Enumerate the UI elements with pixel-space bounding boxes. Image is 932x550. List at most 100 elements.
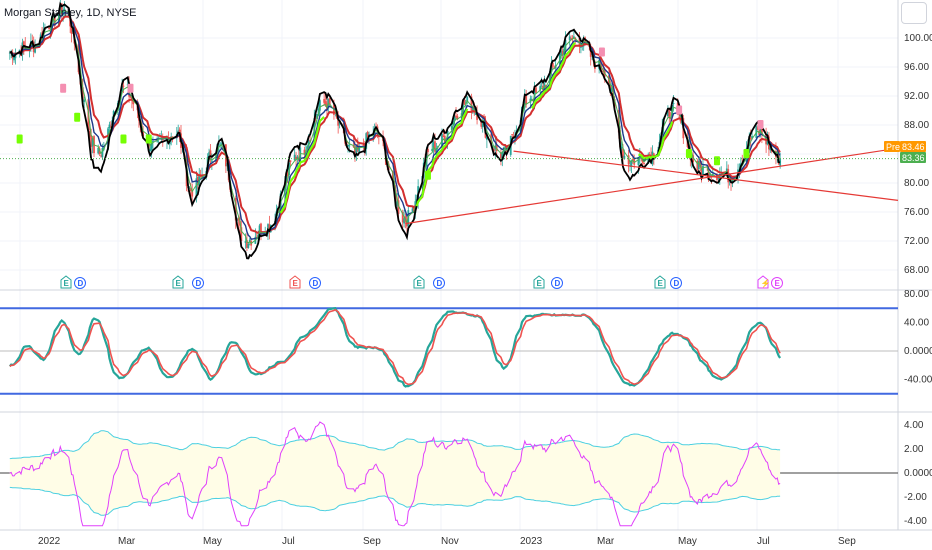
price-tick-label: 92.00: [904, 91, 929, 102]
candle-body: [209, 150, 212, 160]
osc-tick-label: 0.0000: [904, 346, 932, 357]
candle-body: [403, 218, 405, 224]
candle-body: [514, 138, 516, 140]
trend-lines: [405, 147, 899, 225]
sell-signal: [598, 47, 605, 57]
buy-signal: [145, 134, 152, 144]
osc-tick-label: -40.00: [904, 375, 932, 386]
support-trend-line: [405, 147, 899, 225]
candle-body: [623, 155, 626, 159]
buy-signal: [120, 134, 127, 144]
time-tick-label: May: [678, 536, 697, 547]
candle-body: [109, 126, 112, 128]
time-tick-label: May: [203, 536, 222, 547]
candle-body: [240, 227, 243, 241]
candle-body: [70, 25, 73, 34]
candle-body: [356, 144, 359, 151]
candle-body: [700, 168, 703, 175]
time-tick-label: 2022: [38, 536, 61, 547]
time-tick-label: Nov: [441, 536, 459, 547]
price-tick-label: 72.00: [904, 236, 929, 247]
time-tick-label: Jul: [757, 536, 770, 547]
ma-lime-segment: [415, 108, 469, 207]
candle-body: [387, 163, 390, 171]
candle-body: [178, 129, 181, 135]
lower-band-line: [9, 486, 781, 516]
candle-body: [500, 153, 502, 159]
candle-body: [83, 99, 86, 102]
candle-body: [540, 85, 543, 87]
candle-body: [539, 86, 542, 91]
candle-body: [358, 146, 361, 152]
event-label: D: [78, 279, 84, 288]
candle-body: [401, 211, 404, 223]
chart-menu-button[interactable]: [901, 2, 927, 24]
candle-body: [529, 98, 532, 103]
candle-body: [717, 177, 720, 179]
event-label: E: [775, 279, 781, 288]
candle-body: [560, 50, 563, 55]
candle-body: [304, 151, 307, 157]
last-price-bg: [900, 152, 926, 163]
oscillator-panel[interactable]: [0, 307, 898, 395]
candle-body: [494, 145, 497, 150]
event-label: E: [537, 279, 543, 288]
ma-lime-segment: [530, 42, 576, 110]
sell-signal: [757, 120, 764, 129]
candle-body: [481, 120, 484, 128]
band-fill: [9, 430, 781, 516]
buy-signal: [743, 149, 750, 158]
event-label: E: [64, 279, 70, 288]
candle-body: [579, 46, 582, 48]
candle-body: [766, 138, 769, 145]
signal-markers: [16, 47, 764, 180]
candle-body: [397, 200, 400, 214]
candle-body: [88, 130, 91, 137]
candle-body: [622, 148, 624, 157]
candle-body: [443, 135, 446, 143]
event-dividend-icon: [771, 277, 783, 289]
ma-lime-segment: [279, 116, 325, 214]
time-tick-label: Mar: [118, 536, 136, 547]
candle-body: [100, 155, 102, 157]
candle-body: [493, 148, 495, 152]
oscillator-axis[interactable]: 80.00 40.00 0.0000 -40.00: [904, 289, 932, 386]
deviation-axis[interactable]: 4.00 2.00 0.0000 -2.00 -4.00: [904, 420, 932, 527]
ma-black-line: [9, 1, 781, 260]
candle-body: [564, 39, 567, 51]
candle-body: [319, 100, 321, 111]
osc-fast-line: [8, 307, 782, 388]
candle-body: [13, 56, 15, 61]
candle-body: [697, 160, 700, 170]
candle-body: [108, 124, 111, 129]
time-axis[interactable]: 2022 Mar May Jul Sep Nov 2023 Mar May Jul Sep: [38, 536, 856, 547]
price-axis[interactable]: 100.00 96.00 92.00 88.00 80.00 76.00 72.00 68.0…: [904, 33, 932, 276]
candle-body: [244, 241, 247, 243]
events-row[interactable]: E D E D E D E D E D E D ⚡ E: [60, 275, 783, 289]
candle-body: [391, 171, 394, 181]
candle-body: [316, 114, 319, 119]
candle-body: [303, 149, 306, 155]
candle-body: [470, 96, 473, 112]
event-label: E: [658, 279, 664, 288]
candle-body: [501, 151, 504, 160]
candle-body: [268, 224, 271, 232]
candle-body: [511, 134, 514, 136]
candle-body: [637, 156, 640, 166]
candle-body: [220, 143, 223, 145]
candle-body: [366, 131, 369, 138]
candle-body: [551, 63, 554, 67]
chart-title: Morgan Stanley, 1D, NYSE: [4, 7, 136, 19]
candle-body: [760, 127, 763, 136]
deviation-panel[interactable]: [0, 421, 898, 527]
last-price: 83.36: [902, 153, 925, 163]
pre-price: 83.46: [902, 142, 925, 152]
deviation-tick-label: 4.00: [904, 420, 924, 431]
candle-body: [8, 52, 11, 54]
upper-band-line: [9, 430, 781, 460]
price-tags: Pre 83.46 83.36: [884, 141, 926, 163]
price-panel[interactable]: [0, 0, 899, 260]
chart-title-text: Morgan Stanley, 1D, NYSE: [4, 7, 136, 19]
candle-body: [323, 99, 326, 103]
